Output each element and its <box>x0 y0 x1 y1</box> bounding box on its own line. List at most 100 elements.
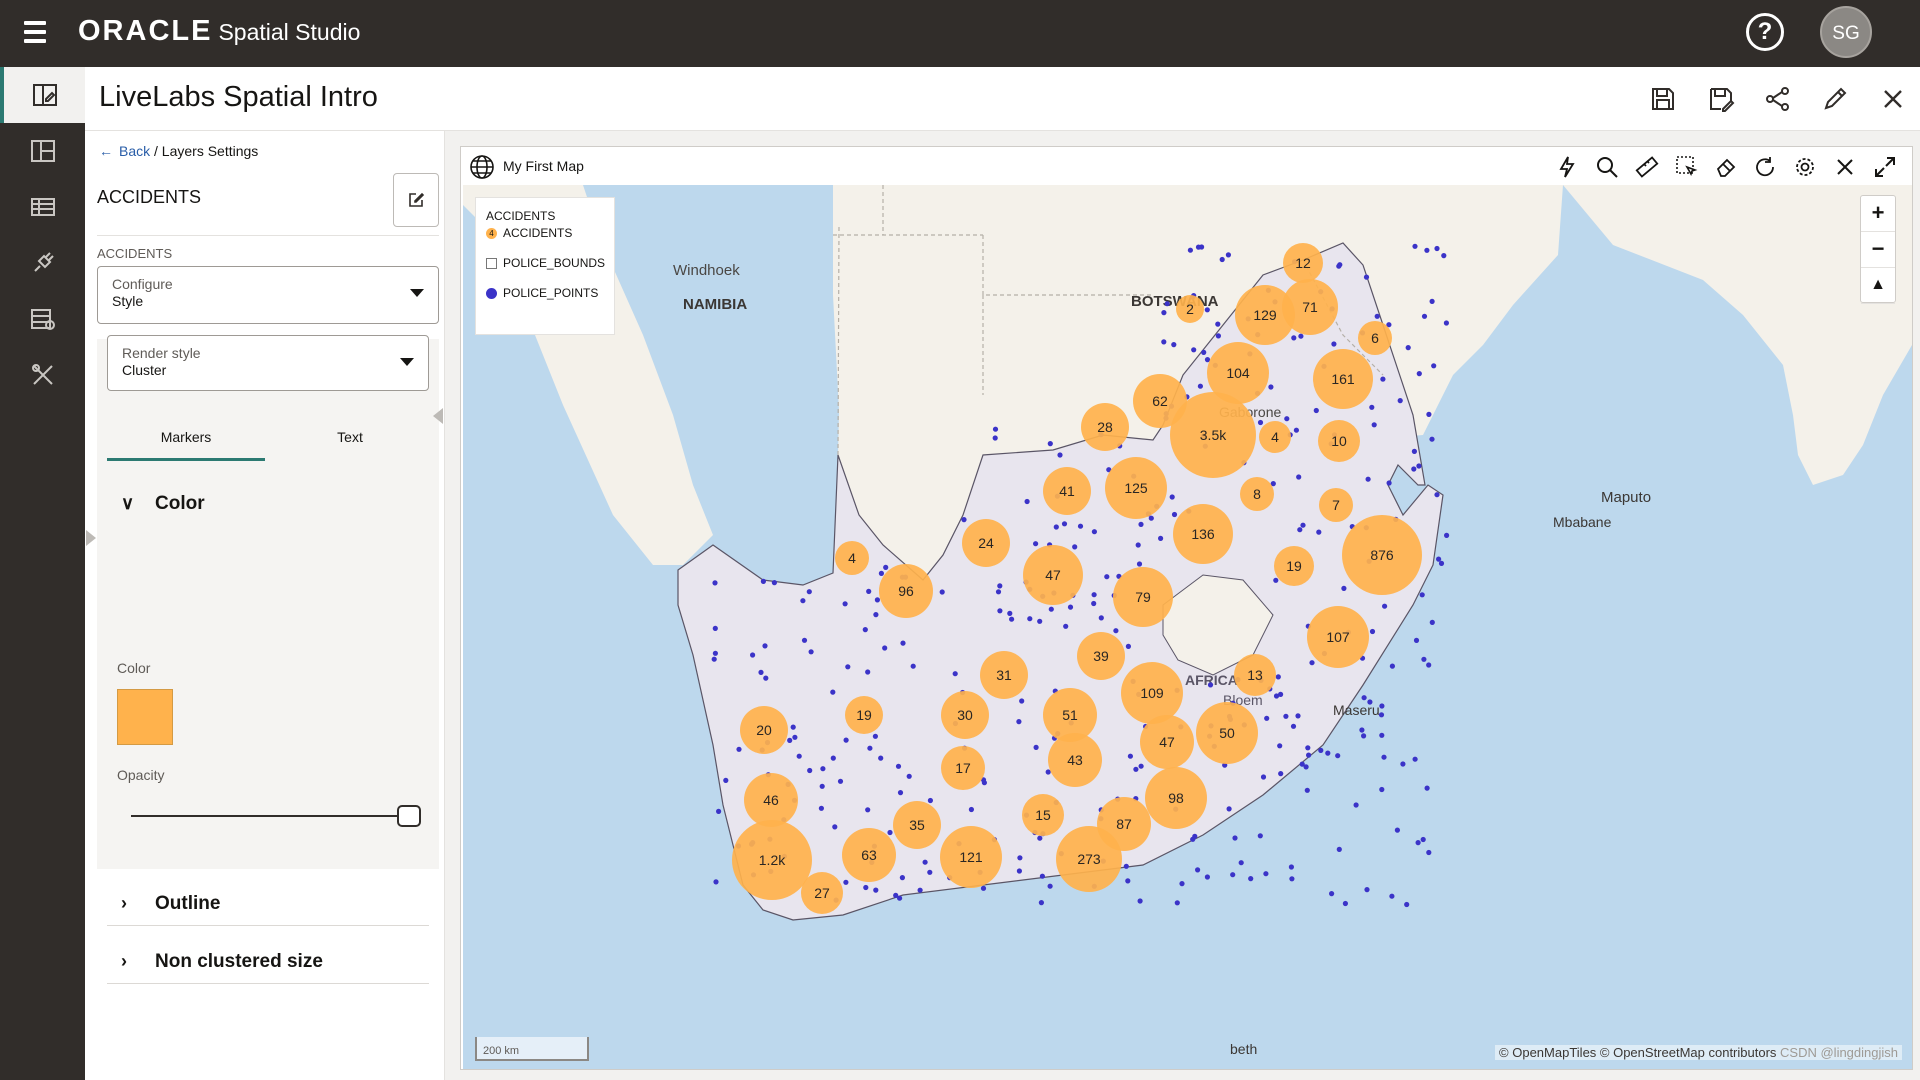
opacity-slider-track[interactable] <box>131 815 407 817</box>
legend-item-police-points[interactable]: POLICE_POINTS <box>486 286 598 300</box>
hamburger-menu-icon[interactable] <box>22 18 50 46</box>
accident-cluster[interactable]: 15 <box>1022 794 1064 836</box>
accident-cluster[interactable]: 876 <box>1342 515 1422 595</box>
accident-cluster[interactable]: 125 <box>1105 457 1167 519</box>
accident-cluster[interactable]: 19 <box>1274 546 1314 586</box>
edit-layer-button[interactable] <box>393 173 439 227</box>
refresh-icon[interactable] <box>1751 153 1779 181</box>
collapse-panel-handle[interactable] <box>433 408 443 424</box>
cluster-count: 876 <box>1370 547 1394 563</box>
rail-jobs-icon[interactable] <box>0 291 85 347</box>
configure-select[interactable]: Configure Style <box>97 266 439 324</box>
accident-cluster[interactable]: 6 <box>1358 321 1392 355</box>
accident-cluster[interactable]: 51 <box>1043 688 1097 742</box>
opacity-slider-thumb[interactable] <box>397 805 421 827</box>
lightning-icon[interactable] <box>1553 153 1581 181</box>
police-point <box>1125 878 1131 884</box>
accident-cluster[interactable]: 1.2k <box>732 820 812 900</box>
eraser-icon[interactable] <box>1713 153 1741 181</box>
help-icon[interactable]: ? <box>1746 13 1784 51</box>
rail-connections-icon[interactable] <box>0 235 85 291</box>
accident-cluster[interactable]: 136 <box>1173 504 1233 564</box>
zoom-in-button[interactable]: + <box>1861 196 1895 232</box>
accident-cluster[interactable]: 39 <box>1077 632 1125 680</box>
share-icon[interactable] <box>1762 83 1794 115</box>
search-icon[interactable] <box>1593 153 1621 181</box>
accident-cluster[interactable]: 47 <box>1140 715 1194 769</box>
zoom-out-button[interactable]: − <box>1861 232 1895 268</box>
accident-cluster[interactable]: 7 <box>1319 488 1353 522</box>
accident-cluster[interactable]: 50 <box>1196 702 1258 764</box>
map-canvas[interactable]: Windhoek NAMIBIA BOTSWANA Gaborone Maput… <box>463 185 1912 1069</box>
police-point <box>1415 840 1421 846</box>
rail-projects-icon[interactable] <box>0 67 85 123</box>
accident-cluster[interactable]: 129 <box>1235 285 1295 345</box>
ruler-icon[interactable] <box>1633 153 1661 181</box>
accident-cluster[interactable]: 104 <box>1207 342 1269 404</box>
accident-cluster[interactable]: 30 <box>941 691 989 739</box>
accident-cluster[interactable]: 79 <box>1113 567 1173 627</box>
accident-cluster[interactable]: 3.5k <box>1170 392 1256 478</box>
accident-cluster[interactable]: 17 <box>941 746 985 790</box>
police-point <box>1431 363 1437 369</box>
accident-cluster[interactable]: 27 <box>801 872 843 914</box>
accident-cluster[interactable]: 4 <box>1259 421 1291 453</box>
accident-cluster[interactable]: 20 <box>740 706 788 754</box>
close-icon[interactable] <box>1877 83 1909 115</box>
accident-cluster[interactable]: 8 <box>1240 477 1274 511</box>
save-icon[interactable] <box>1647 83 1679 115</box>
tab-markers[interactable]: Markers <box>107 417 265 461</box>
legend-item-accidents[interactable]: 4 ACCIDENTS <box>486 226 572 240</box>
rail-datasets-icon[interactable] <box>0 179 85 235</box>
accident-cluster[interactable]: 13 <box>1234 654 1276 696</box>
expand-rail-handle[interactable] <box>86 530 96 546</box>
accident-cluster[interactable]: 35 <box>893 801 941 849</box>
rail-tools-icon[interactable] <box>0 347 85 403</box>
accident-cluster[interactable]: 161 <box>1313 349 1373 409</box>
expand-icon[interactable] <box>1871 153 1899 181</box>
close-icon[interactable] <box>1831 153 1859 181</box>
gear-icon[interactable] <box>1791 153 1819 181</box>
accident-cluster[interactable]: 24 <box>962 519 1010 567</box>
attribution-text: © OpenMapTiles © OpenStreetMap contribut… <box>1499 1045 1777 1060</box>
police-point <box>796 753 802 759</box>
color-section-toggle[interactable]: ∨ Color <box>107 475 429 531</box>
user-avatar[interactable]: SG <box>1820 6 1872 58</box>
accident-cluster[interactable]: 107 <box>1307 606 1369 668</box>
render-style-select[interactable]: Render style Cluster <box>107 335 429 391</box>
outline-section-toggle[interactable]: › Outline <box>107 875 429 931</box>
edit-icon[interactable] <box>1819 83 1851 115</box>
accident-cluster[interactable]: 71 <box>1282 279 1338 335</box>
save-as-icon[interactable] <box>1705 83 1737 115</box>
police-point <box>1297 527 1303 533</box>
accident-cluster[interactable]: 41 <box>1043 467 1091 515</box>
police-point <box>1137 898 1143 904</box>
accident-cluster[interactable]: 98 <box>1145 767 1207 829</box>
accident-cluster[interactable]: 63 <box>842 828 896 882</box>
accident-cluster[interactable]: 10 <box>1318 420 1360 462</box>
accident-cluster[interactable]: 28 <box>1081 403 1129 451</box>
non-clustered-section-toggle[interactable]: › Non clustered size <box>107 933 429 989</box>
accident-cluster[interactable]: 273 <box>1056 826 1122 892</box>
accident-cluster[interactable]: 43 <box>1048 733 1102 787</box>
accident-cluster[interactable]: 2 <box>1176 295 1204 323</box>
accident-cluster[interactable]: 96 <box>879 564 933 618</box>
police-point <box>1201 349 1207 355</box>
back-link[interactable]: Back <box>119 143 151 159</box>
tab-text[interactable]: Text <box>337 429 363 445</box>
compass-north-icon[interactable]: ▲ <box>1861 268 1895 304</box>
accident-cluster[interactable]: 121 <box>940 826 1002 888</box>
select-icon[interactable] <box>1673 153 1701 181</box>
color-swatch[interactable] <box>117 689 173 745</box>
accident-cluster[interactable]: 46 <box>744 773 798 827</box>
accident-cluster[interactable]: 62 <box>1133 374 1187 428</box>
accident-cluster[interactable]: 4 <box>835 541 869 575</box>
accident-cluster[interactable]: 31 <box>980 651 1028 699</box>
rail-dashboard-icon[interactable] <box>0 123 85 179</box>
legend-item-police-bounds[interactable]: POLICE_BOUNDS <box>486 256 605 270</box>
accident-cluster[interactable]: 19 <box>845 696 883 734</box>
accident-cluster[interactable]: 47 <box>1023 545 1083 605</box>
accident-cluster[interactable]: 12 <box>1283 243 1323 283</box>
back-arrow-icon[interactable]: ← <box>99 143 113 159</box>
accident-cluster[interactable]: 109 <box>1121 662 1183 724</box>
